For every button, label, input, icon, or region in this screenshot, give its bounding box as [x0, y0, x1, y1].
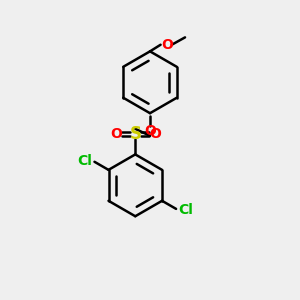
- Text: O: O: [110, 127, 122, 141]
- Text: O: O: [149, 127, 161, 141]
- Text: O: O: [161, 38, 173, 52]
- Text: S: S: [129, 125, 141, 143]
- Text: O: O: [144, 124, 156, 138]
- Text: Cl: Cl: [178, 203, 193, 217]
- Text: Cl: Cl: [77, 154, 92, 168]
